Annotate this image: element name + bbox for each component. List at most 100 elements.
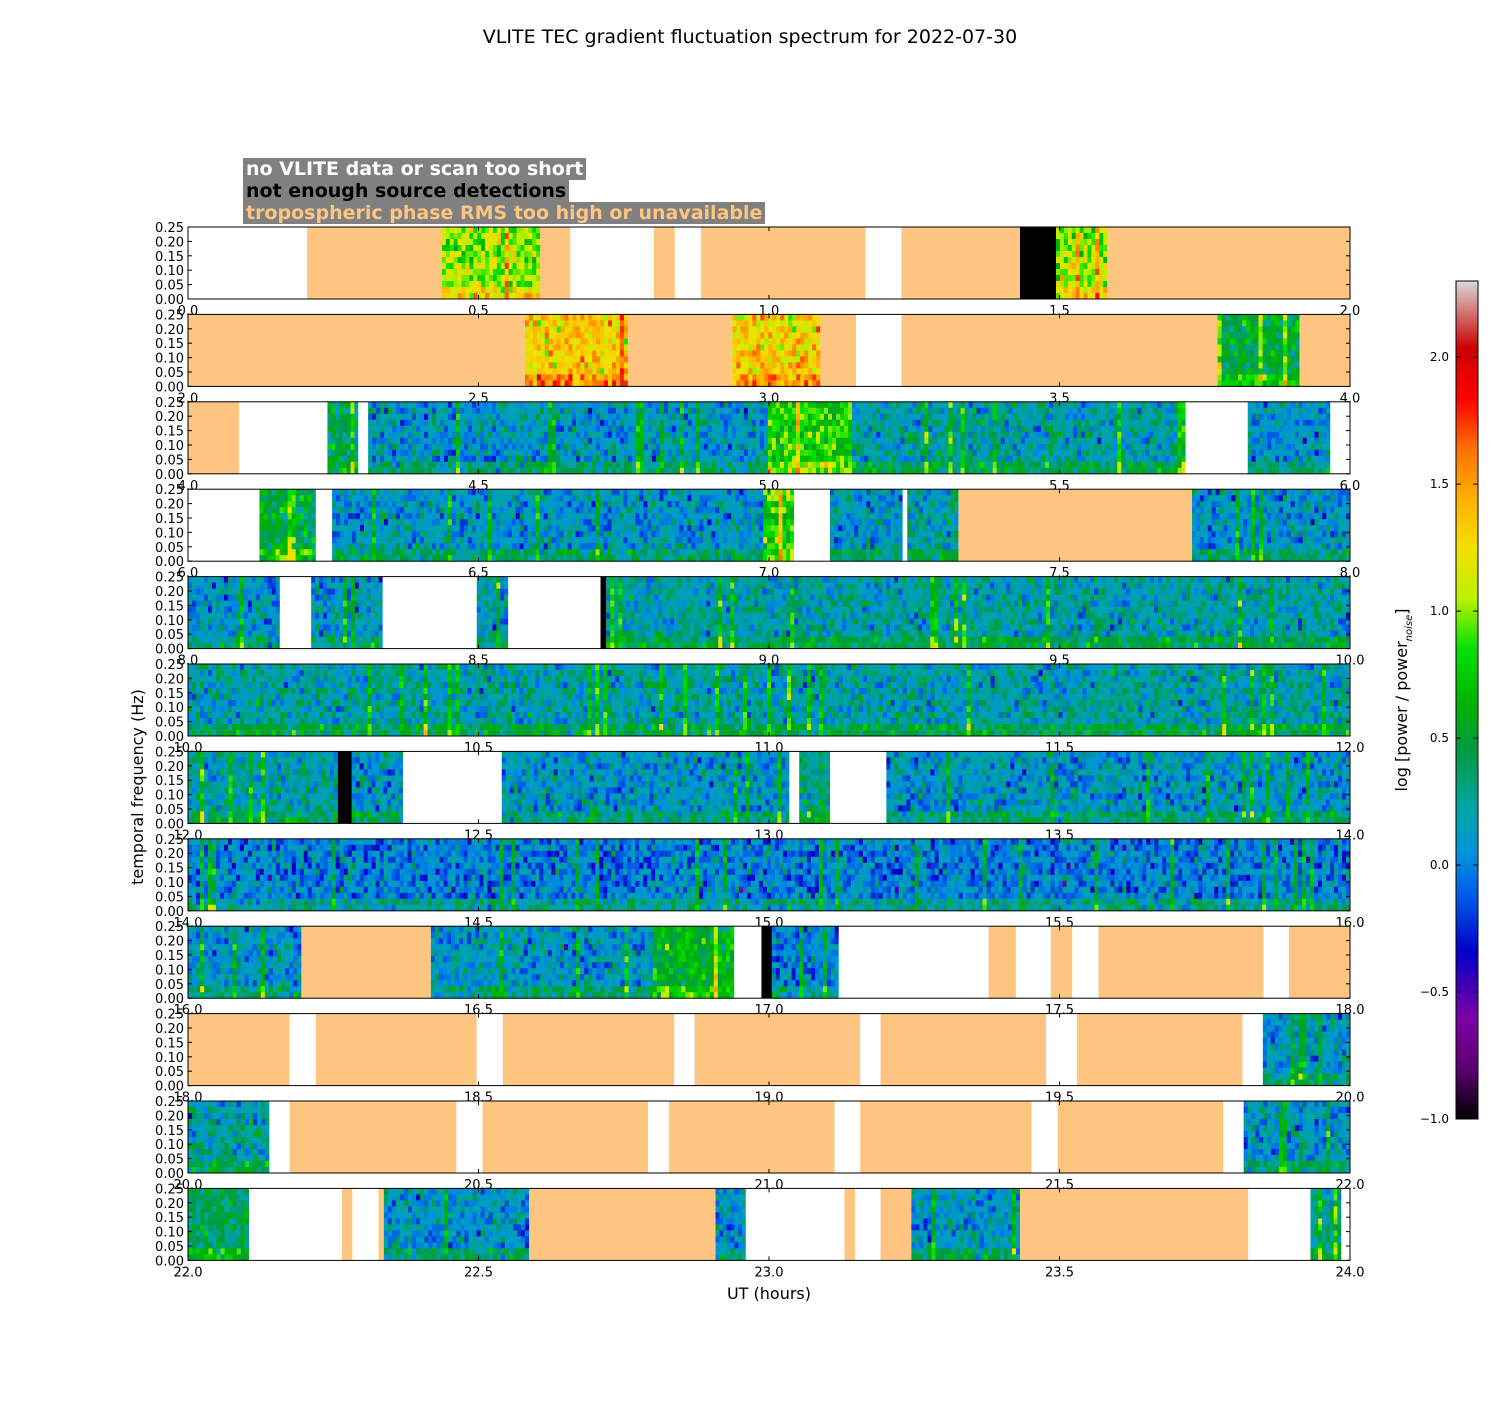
heatmap-cell — [696, 462, 700, 468]
heatmap-cell — [752, 432, 756, 438]
heatmap-cell — [288, 519, 292, 525]
heatmap-cell — [354, 414, 358, 420]
heatmap-cell — [343, 414, 347, 420]
heatmap-cell — [400, 495, 404, 501]
heatmap-cell — [332, 525, 336, 531]
heatmap-cell — [528, 513, 532, 519]
heatmap-cell — [572, 408, 576, 414]
heatmap-cell — [440, 519, 444, 525]
heatmap-cell — [1153, 414, 1157, 420]
heatmap-cell — [812, 326, 816, 332]
heatmap-cell — [977, 444, 981, 450]
heatmap-cell — [744, 408, 748, 414]
heatmap-cell — [1222, 314, 1227, 320]
heatmap-cell — [780, 350, 784, 356]
heatmap-cell — [480, 549, 484, 555]
heatmap-cell — [1089, 420, 1093, 426]
heatmap-cell — [448, 507, 452, 513]
heatmap-cell — [537, 332, 541, 338]
heatmap-cell — [396, 444, 400, 450]
heatmap-cell — [888, 426, 892, 432]
heatmap-cell — [945, 408, 949, 414]
heatmap-cell — [312, 519, 316, 525]
heatmap-cell — [388, 414, 392, 420]
heatmap-cell — [904, 420, 908, 426]
heatmap-cell — [340, 519, 344, 525]
heatmap-cell — [308, 531, 312, 537]
heatmap-cell — [432, 414, 436, 420]
heatmap-cell — [1283, 462, 1287, 468]
heatmap-cell — [1025, 426, 1029, 432]
heatmap-cell — [416, 489, 420, 495]
heatmap-cell — [1095, 275, 1099, 281]
heatmap-cell — [1056, 245, 1060, 251]
heatmap-cell — [1080, 257, 1084, 263]
heatmap-cell — [468, 450, 472, 456]
heatmap-cell — [616, 450, 620, 456]
heatmap-cell — [356, 531, 360, 537]
heatmap-cell — [748, 450, 752, 456]
heatmap-cell — [997, 420, 1001, 426]
heatmap-cell — [780, 314, 784, 320]
heatmap-cell — [957, 426, 961, 432]
heatmap-cell — [1072, 287, 1076, 293]
heatmap-cell — [788, 344, 792, 350]
heatmap-cell — [1009, 408, 1013, 414]
heatmap-cell — [404, 438, 408, 444]
heatmap-cell — [1068, 227, 1072, 233]
heatmap-cell — [708, 468, 712, 474]
heatmap-cell — [448, 408, 452, 414]
heatmap-cell — [1056, 233, 1060, 239]
heatmap-cell — [1275, 368, 1280, 374]
heatmap-cell — [493, 227, 497, 233]
heatmap-cell — [497, 281, 501, 287]
heatmap-cell — [454, 287, 458, 293]
heatmap-cell — [529, 356, 533, 362]
heatmap-cell — [364, 495, 368, 501]
heatmap-cell — [505, 245, 509, 251]
heatmap-cell — [612, 432, 616, 438]
heatmap-cell — [1109, 408, 1113, 414]
heatmap-cell — [820, 456, 824, 462]
heatmap-cell — [372, 513, 376, 519]
heatmap-cell — [504, 519, 508, 525]
heatmap-cell — [1287, 420, 1291, 426]
heatmap-cell — [541, 314, 545, 320]
heatmap-cell — [416, 531, 420, 537]
heatmap-cell — [752, 414, 756, 420]
heatmap-cell — [628, 444, 632, 450]
heatmap-cell — [1097, 432, 1101, 438]
heatmap-cell — [489, 233, 493, 239]
heatmap-cell — [1061, 432, 1065, 438]
heatmap-cell — [537, 356, 541, 362]
heatmap-cell — [500, 519, 504, 525]
heatmap-cell — [1109, 438, 1113, 444]
heatmap-cell — [744, 374, 748, 380]
heatmap-cell — [736, 462, 740, 468]
heatmap-cell — [1174, 432, 1178, 438]
heatmap-cell — [1246, 314, 1251, 320]
heatmap-cell — [400, 402, 404, 408]
heatmap-cell — [560, 456, 564, 462]
heatmap-cell — [981, 438, 985, 444]
heatmap-cell — [304, 501, 308, 507]
heatmap-cell — [396, 555, 400, 561]
heatmap-cell — [536, 239, 540, 245]
heatmap-cell — [442, 251, 446, 257]
heatmap-cell — [1275, 380, 1280, 386]
heatmap-cell — [924, 468, 928, 474]
heatmap-cell — [528, 408, 532, 414]
heatmap-cell — [529, 326, 533, 332]
heatmap-cell — [541, 320, 545, 326]
heatmap-cell — [928, 420, 932, 426]
heatmap-cell — [368, 555, 372, 561]
heatmap-cell — [764, 444, 768, 450]
heatmap-cell — [752, 468, 756, 474]
heatmap-cell — [985, 462, 989, 468]
heatmap-cell — [1291, 432, 1295, 438]
heatmap-cell — [392, 513, 396, 519]
heatmap-cell — [576, 438, 580, 444]
heatmap-cell — [1109, 432, 1113, 438]
heatmap-cell — [612, 320, 616, 326]
heatmap-cell — [1260, 456, 1264, 462]
